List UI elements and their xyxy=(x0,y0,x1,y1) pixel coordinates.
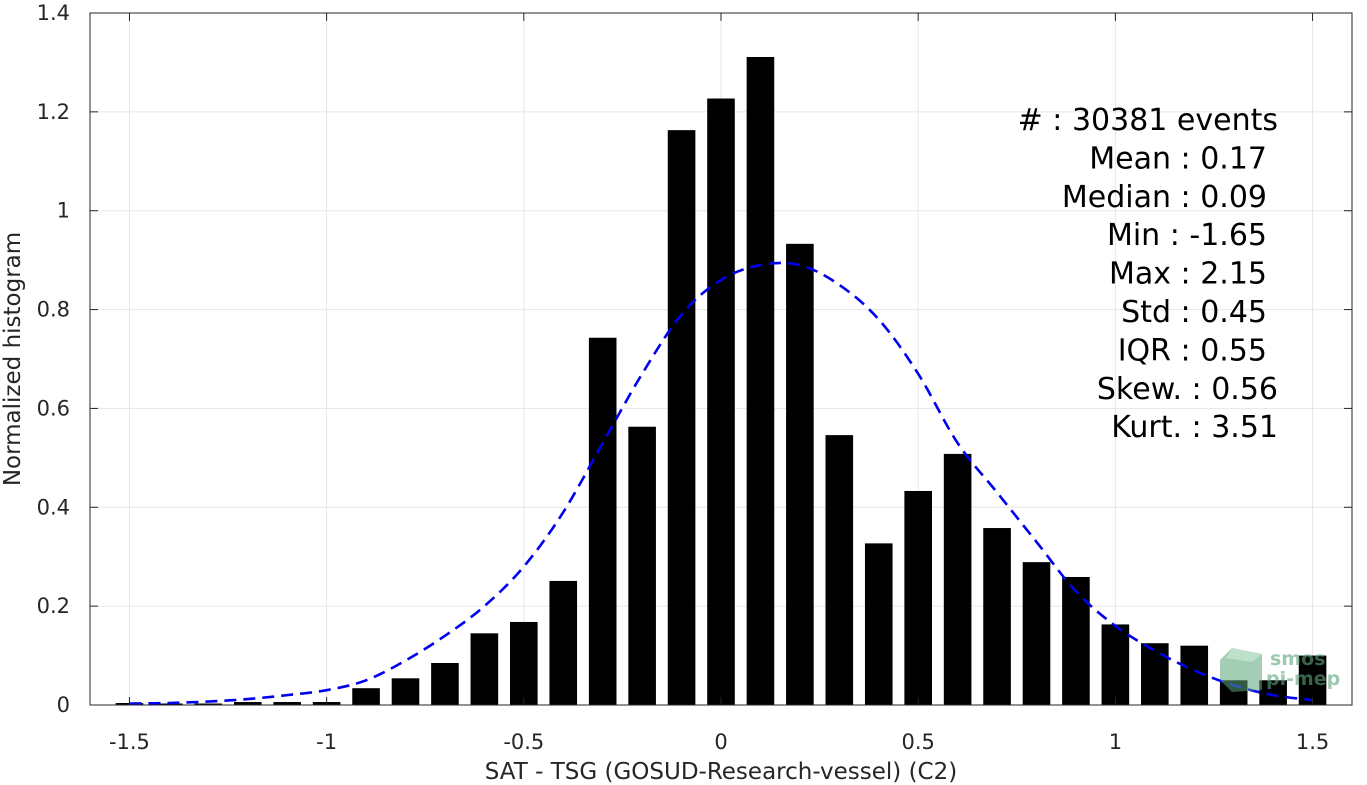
histogram-bar xyxy=(943,453,972,705)
y-tick-label: 0.8 xyxy=(37,298,70,322)
x-tick-label: -1 xyxy=(316,730,337,754)
stat-line: Kurt. : 3.51 xyxy=(1111,410,1278,445)
smos-pi-mep-watermark: smos pi-mep xyxy=(1220,648,1340,692)
histogram-bar xyxy=(1101,624,1130,705)
stat-line: Max : 2.15 xyxy=(1109,257,1267,292)
histogram-bar xyxy=(391,678,420,705)
histogram-bar xyxy=(983,528,1011,705)
x-tick-label: 1.5 xyxy=(1296,730,1329,754)
watermark-text-line-2: pi-mep xyxy=(1266,668,1340,690)
histogram-bar xyxy=(470,633,499,705)
histogram-bar xyxy=(825,435,854,705)
x-tick-label: -0.5 xyxy=(503,730,544,754)
y-tick-label: 1 xyxy=(57,199,70,223)
watermark-logo-icon xyxy=(1220,648,1262,692)
histogram-bar xyxy=(864,543,893,705)
stat-line: Median : 0.09 xyxy=(1062,180,1267,215)
x-tick-label: 1 xyxy=(1109,730,1122,754)
histogram-bar xyxy=(746,56,775,705)
y-tick-label: 0.2 xyxy=(37,594,70,618)
histogram-bar xyxy=(1298,655,1327,705)
histogram-bar xyxy=(904,490,932,705)
x-tick-label: -1.5 xyxy=(109,730,150,754)
histogram-bar xyxy=(510,621,538,705)
histogram-bar xyxy=(233,702,262,705)
y-tick-label: 0 xyxy=(57,693,70,717)
histogram-bar xyxy=(667,130,696,705)
histogram-bar xyxy=(549,580,578,705)
histogram-bar xyxy=(786,243,814,705)
x-axis-label: SAT - TSG (GOSUD-Research-vessel) (C2) xyxy=(485,759,957,785)
y-tick-label: 1.4 xyxy=(37,1,70,25)
x-tick-label: 0.5 xyxy=(901,730,934,754)
histogram-bar xyxy=(588,337,617,705)
stat-line: Min : -1.65 xyxy=(1107,218,1267,253)
y-tick-label: 0.6 xyxy=(37,396,70,420)
histogram-bar xyxy=(707,98,735,706)
stat-line: IQR : 0.55 xyxy=(1118,333,1267,368)
x-tick-label: 0 xyxy=(714,730,727,754)
histogram-bar xyxy=(1062,576,1090,705)
normal-fit-curve xyxy=(129,261,1313,705)
histogram-bar xyxy=(1141,643,1169,705)
histogram-bar xyxy=(431,662,459,705)
x-axis-ticks: -1.5 -1 -0.5 0 0.5 1 1.5 xyxy=(109,13,1329,754)
histogram-bars xyxy=(115,56,1327,706)
histogram-bar xyxy=(1022,562,1051,705)
histogram-bar xyxy=(628,426,656,705)
y-axis-ticks: 0 0.2 0.4 0.6 0.8 1 1.2 1.4 xyxy=(37,1,1352,717)
histogram-bar xyxy=(194,703,223,705)
stat-line: Mean : 0.17 xyxy=(1089,141,1267,176)
histogram-bar xyxy=(273,702,301,705)
stat-line: # : 30381 events xyxy=(1018,103,1278,138)
histogram-bar xyxy=(352,688,380,705)
y-tick-label: 0.4 xyxy=(37,495,70,519)
stat-line: Skew. : 0.56 xyxy=(1097,372,1278,407)
stat-line: Std : 0.45 xyxy=(1121,295,1267,330)
watermark-text-line-1: smos xyxy=(1270,648,1325,670)
histogram-bar xyxy=(1259,680,1287,705)
y-axis-label: Normalized histogram xyxy=(0,232,26,486)
y-tick-label: 1.2 xyxy=(37,100,70,124)
